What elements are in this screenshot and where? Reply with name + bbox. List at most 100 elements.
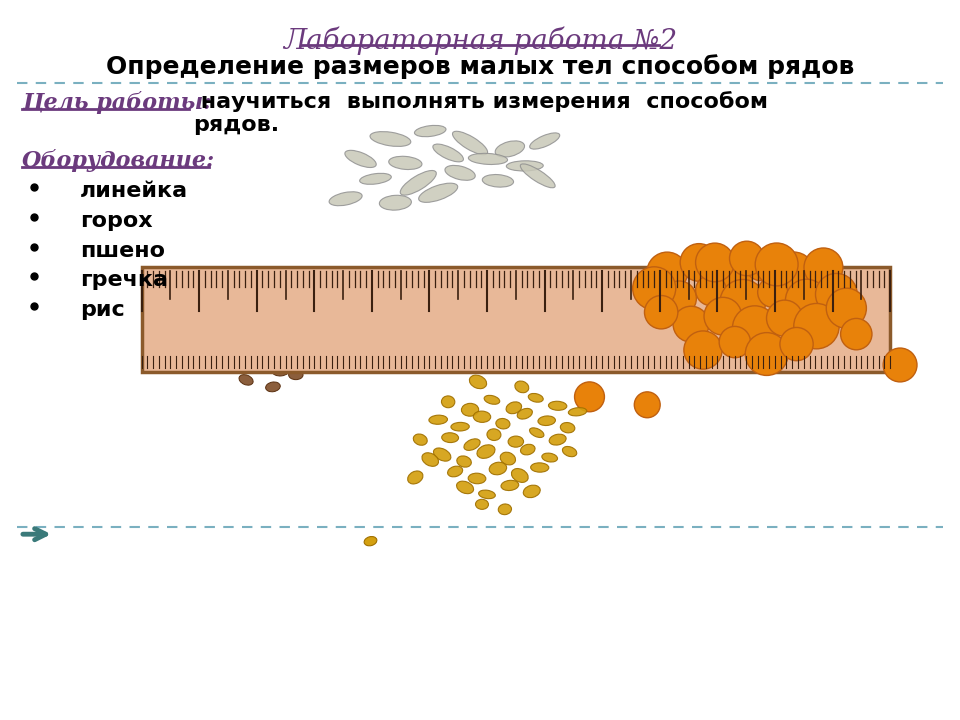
Ellipse shape: [684, 331, 722, 369]
Ellipse shape: [447, 466, 463, 477]
Ellipse shape: [780, 328, 813, 361]
Ellipse shape: [319, 326, 338, 338]
Ellipse shape: [239, 374, 253, 385]
Text: Лабораторная работа №2: Лабораторная работа №2: [283, 27, 677, 55]
Ellipse shape: [291, 287, 307, 297]
Ellipse shape: [415, 125, 446, 137]
Ellipse shape: [575, 382, 605, 412]
Ellipse shape: [496, 418, 510, 429]
Ellipse shape: [457, 481, 473, 494]
Ellipse shape: [434, 448, 451, 461]
Ellipse shape: [827, 288, 866, 328]
Ellipse shape: [500, 452, 516, 465]
Ellipse shape: [272, 274, 286, 283]
Ellipse shape: [756, 243, 798, 286]
Ellipse shape: [530, 133, 560, 149]
Ellipse shape: [681, 243, 718, 282]
Ellipse shape: [563, 446, 577, 456]
Ellipse shape: [442, 433, 459, 443]
Ellipse shape: [457, 456, 471, 467]
Ellipse shape: [234, 339, 252, 351]
Ellipse shape: [468, 473, 486, 484]
Ellipse shape: [512, 469, 528, 482]
Bar: [141, 267, 890, 372]
Ellipse shape: [487, 429, 501, 441]
Ellipse shape: [506, 161, 543, 171]
Ellipse shape: [296, 315, 316, 329]
Ellipse shape: [709, 255, 753, 298]
Ellipse shape: [530, 428, 544, 438]
Ellipse shape: [633, 267, 676, 310]
Text: линейка: линейка: [80, 181, 188, 201]
Ellipse shape: [263, 308, 283, 322]
Ellipse shape: [538, 416, 556, 426]
Ellipse shape: [318, 362, 334, 374]
Ellipse shape: [468, 153, 508, 164]
Ellipse shape: [345, 150, 376, 168]
Ellipse shape: [247, 284, 266, 297]
Ellipse shape: [444, 166, 475, 180]
Ellipse shape: [719, 326, 751, 358]
Ellipse shape: [253, 320, 269, 330]
Ellipse shape: [451, 423, 469, 431]
Ellipse shape: [815, 274, 857, 315]
Text: гречка: гречка: [80, 271, 168, 290]
Ellipse shape: [766, 300, 803, 336]
Ellipse shape: [520, 444, 535, 455]
Ellipse shape: [644, 295, 678, 329]
Ellipse shape: [414, 434, 427, 445]
Ellipse shape: [307, 345, 324, 356]
Ellipse shape: [329, 314, 348, 326]
Ellipse shape: [242, 300, 256, 310]
Ellipse shape: [422, 453, 439, 467]
Ellipse shape: [272, 364, 290, 376]
Ellipse shape: [462, 403, 479, 416]
Ellipse shape: [696, 243, 734, 282]
Ellipse shape: [517, 408, 533, 419]
Ellipse shape: [673, 306, 709, 342]
Ellipse shape: [266, 382, 280, 392]
Ellipse shape: [287, 296, 305, 309]
Ellipse shape: [696, 275, 727, 305]
Ellipse shape: [433, 144, 464, 162]
Ellipse shape: [732, 306, 777, 351]
Ellipse shape: [400, 171, 436, 195]
Ellipse shape: [745, 333, 788, 375]
Ellipse shape: [490, 462, 507, 474]
Ellipse shape: [495, 141, 524, 157]
Text: Оборудование:: Оборудование:: [22, 149, 215, 172]
Ellipse shape: [419, 183, 458, 202]
Ellipse shape: [541, 453, 558, 462]
Ellipse shape: [464, 438, 480, 451]
Ellipse shape: [746, 251, 776, 281]
Ellipse shape: [379, 195, 412, 210]
Ellipse shape: [247, 356, 265, 368]
Ellipse shape: [360, 174, 392, 184]
Ellipse shape: [261, 347, 276, 357]
Ellipse shape: [370, 132, 411, 146]
Ellipse shape: [429, 415, 447, 424]
Ellipse shape: [289, 370, 303, 379]
Ellipse shape: [528, 393, 543, 402]
Ellipse shape: [408, 471, 423, 484]
Ellipse shape: [772, 252, 815, 294]
Ellipse shape: [794, 303, 839, 349]
Ellipse shape: [329, 192, 362, 206]
Ellipse shape: [473, 411, 491, 423]
Ellipse shape: [498, 504, 512, 515]
Text: научиться  выполнять измерения  способом
рядов.: научиться выполнять измерения способом р…: [193, 91, 768, 135]
Ellipse shape: [785, 279, 828, 321]
Ellipse shape: [506, 402, 521, 414]
Ellipse shape: [515, 381, 529, 392]
Ellipse shape: [647, 252, 687, 293]
Ellipse shape: [730, 241, 764, 276]
Ellipse shape: [549, 434, 566, 445]
Ellipse shape: [635, 392, 660, 418]
Ellipse shape: [531, 463, 549, 472]
Ellipse shape: [523, 485, 540, 498]
Ellipse shape: [520, 164, 555, 188]
Ellipse shape: [333, 295, 348, 306]
Ellipse shape: [452, 131, 488, 155]
Ellipse shape: [568, 408, 587, 416]
Ellipse shape: [482, 174, 514, 187]
